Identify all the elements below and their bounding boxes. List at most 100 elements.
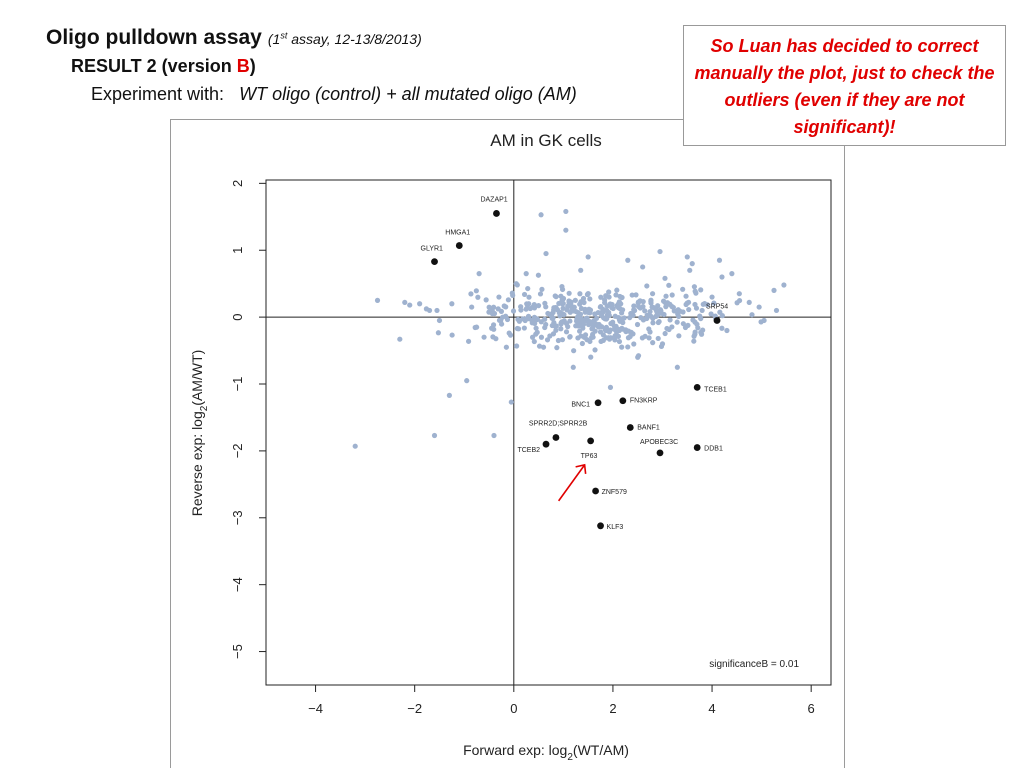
nonsignificant-point	[579, 340, 585, 347]
significant-point-hmga1	[455, 242, 463, 249]
nonsignificant-point	[644, 283, 650, 289]
nonsignificant-point	[646, 335, 652, 341]
nonsignificant-point	[580, 321, 587, 328]
nonsignificant-point	[446, 392, 452, 398]
nonsignificant-point	[674, 319, 680, 325]
nonsignificant-point	[538, 334, 545, 340]
nonsignificant-point	[506, 330, 512, 336]
nonsignificant-point	[698, 331, 705, 337]
experiment-line: Experiment with: WT oligo (control) + al…	[91, 84, 577, 105]
nonsignificant-point	[397, 336, 403, 342]
nonsignificant-point	[575, 310, 581, 316]
nonsignificant-point	[505, 297, 511, 303]
nonsignificant-point	[649, 291, 656, 297]
nonsignificant-point	[697, 313, 703, 319]
nonsignificant-point	[518, 307, 524, 313]
nonsignificant-point	[557, 310, 563, 316]
nonsignificant-point	[513, 281, 519, 287]
nonsignificant-point	[566, 290, 572, 296]
nonsignificant-point	[531, 338, 537, 345]
y-tick-label: −5	[230, 644, 245, 659]
gene-label-klf3: KLF3	[607, 524, 624, 531]
nonsignificant-point	[567, 318, 573, 324]
nonsignificant-point	[692, 331, 698, 337]
nonsignificant-point	[543, 250, 549, 257]
nonsignificant-point	[523, 271, 529, 277]
gene-label-banf1: BANF1	[637, 424, 660, 431]
nonsignificant-point	[490, 322, 497, 328]
nonsignificant-point	[608, 335, 614, 341]
nonsignificant-point	[635, 300, 641, 306]
nonsignificant-point	[486, 309, 492, 315]
nonsignificant-point	[352, 443, 358, 449]
gene-label-hmga1: HMGA1	[445, 230, 470, 237]
chart-title: AM in GK cells	[490, 131, 601, 150]
nonsignificant-point	[571, 348, 577, 354]
nonsignificant-point	[615, 326, 621, 332]
nonsignificant-point	[558, 326, 564, 332]
nonsignificant-point	[634, 321, 641, 328]
nonsignificant-point	[585, 254, 591, 260]
nonsignificant-point	[475, 294, 481, 300]
nonsignificant-point	[554, 345, 560, 351]
nonsignificant-point	[534, 329, 540, 335]
nonsignificant-point	[657, 248, 663, 255]
nonsignificant-point	[615, 305, 621, 311]
nonsignificant-point	[711, 300, 717, 306]
nonsignificant-point	[468, 291, 474, 297]
x-axis-title-tail: (WT/AM)	[573, 742, 629, 758]
correction-note-text: So Luan has decided to correct manually …	[694, 36, 995, 137]
nonsignificant-point	[724, 327, 730, 334]
nonsignificant-point	[563, 329, 570, 335]
nonsignificant-point	[577, 291, 583, 297]
labels-layer: DAZAP1 HMGA1 GLYR1 SRP54 TCEB1 BNC1 FN3KRP BANF…	[421, 196, 729, 530]
gene-label-dazap1: DAZAP1	[480, 196, 507, 203]
nonsignificant-point	[514, 343, 520, 349]
nonsignificant-point	[771, 287, 777, 293]
y-tick-label: −3	[230, 510, 245, 525]
nonsignificant-point	[464, 378, 470, 384]
nonsignificant-point	[677, 308, 683, 314]
nonsignificant-point	[483, 297, 489, 303]
result-close: )	[249, 56, 256, 76]
nonsignificant-point	[503, 304, 509, 310]
nonsignificant-point	[578, 267, 584, 273]
result-label: RESULT 2 (version	[71, 56, 237, 76]
nonsignificant-point	[616, 338, 623, 345]
nonsignificant-point	[687, 267, 693, 273]
nonsignificant-point	[567, 334, 573, 340]
nonsignificant-point	[676, 333, 682, 339]
nonsignificant-point	[716, 257, 723, 263]
nonsignificant-point	[674, 364, 680, 370]
significant-point-bnc1	[594, 399, 602, 407]
nonsignificant-point	[661, 311, 667, 318]
nonsignificant-point	[578, 299, 584, 305]
nonsignificant-point	[588, 354, 594, 360]
nonsignificant-point	[647, 309, 653, 315]
y-tick-label: 1	[230, 247, 245, 254]
nonsignificant-point	[631, 341, 637, 347]
nonsignificant-point	[640, 303, 646, 310]
nonsignificant-point	[516, 318, 522, 324]
nonsignificant-point	[693, 290, 699, 296]
nonsignificant-point	[686, 306, 692, 313]
plot-image-frame: AM in GK cells −4 −2 0 2 4 6 2 1 0 −1 −2 −3 −4 −5 DAZ…	[170, 119, 845, 768]
nonsignificant-point	[524, 316, 530, 322]
axes-layer: −4 −2 0 2 4 6 2 1 0 −1 −2 −3 −4 −5	[230, 180, 831, 716]
nonsignificant-point	[426, 307, 433, 314]
nonsignificant-point	[694, 321, 700, 327]
significance-legend: significanceB = 0.01	[709, 659, 799, 670]
nonsignificant-point	[642, 308, 648, 314]
nonsignificant-point	[593, 321, 599, 327]
points-layer	[352, 208, 787, 530]
nonsignificant-point	[535, 272, 542, 278]
nonsignificant-point	[559, 337, 566, 343]
y-tick-label: 2	[230, 180, 245, 187]
y-axis-title-tail: (AM/WT)	[189, 350, 205, 406]
nonsignificant-point	[631, 303, 637, 309]
nonsignificant-point	[615, 333, 622, 339]
nonsignificant-point	[449, 332, 455, 338]
nonsignificant-point	[607, 384, 614, 390]
nonsignificant-point	[402, 299, 408, 306]
nonsignificant-point	[682, 324, 689, 331]
